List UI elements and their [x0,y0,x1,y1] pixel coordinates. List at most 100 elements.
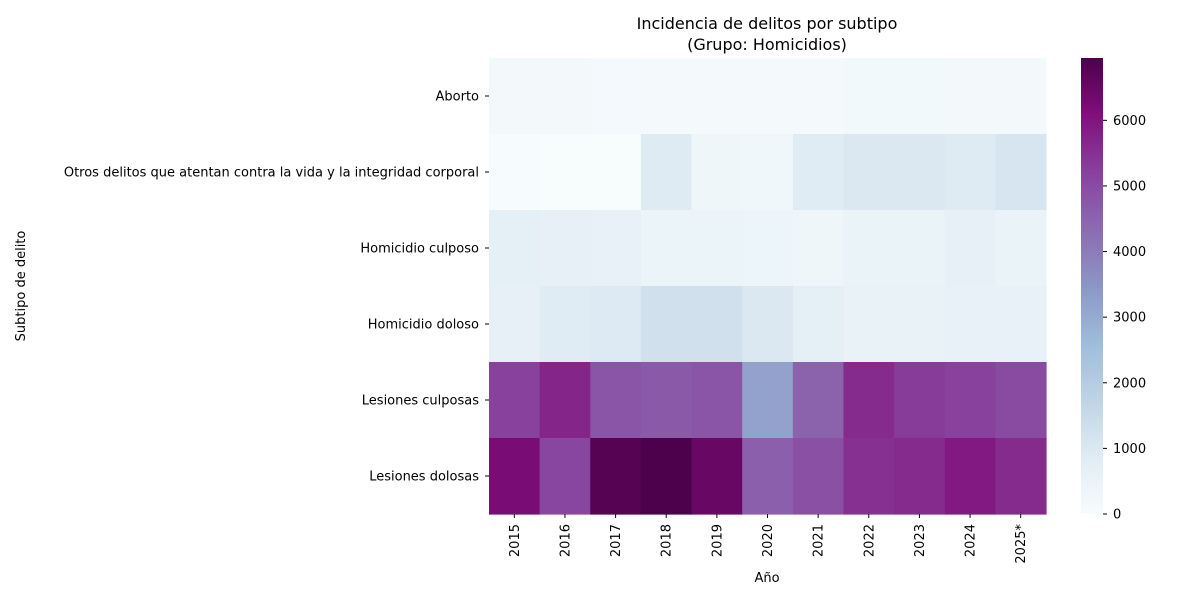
heatmap-cell [944,438,996,515]
heatmap-cell [792,362,845,439]
heatmap-cell [894,210,946,287]
x-tick-label: 2015 [508,524,523,557]
y-axis-label: Subtipo de delito [14,231,29,342]
heatmap-cell [894,58,946,135]
heatmap-cell [489,438,541,515]
y-tick-label: Homicidio doloso [368,318,479,333]
heatmap-cells [489,58,1047,515]
heatmap-cell [742,438,794,515]
heatmap-cell [843,134,895,211]
x-tick-label: 2018 [660,524,675,557]
colorbar-tick-label: 1000 [1113,442,1146,457]
heatmap-cell [995,362,1047,439]
heatmap-cell [539,286,591,363]
heatmap-cell [843,362,895,439]
heatmap-cell [995,134,1047,211]
heatmap-cell [590,134,642,211]
heatmap-cell [691,438,743,515]
x-tick-label: 2024 [964,524,979,557]
heatmap-cell [843,438,895,515]
heatmap-cell [640,134,693,211]
heatmap-cell [691,362,743,439]
heatmap-cell [944,210,996,287]
x-tick-label: 2017 [609,524,624,557]
x-tick-label: 2023 [913,524,928,557]
heatmap-cell [539,134,591,211]
y-axis: Aborto Otros delitos que atentan contra l… [64,90,489,485]
heatmap-cell [742,286,794,363]
x-tick-label: 2020 [761,524,776,557]
colorbar-tick-label: 0 [1113,508,1121,523]
heatmap-cell [792,58,845,135]
heatmap-cell [489,58,541,135]
x-tick-label: 2022 [862,524,877,557]
heatmap-cell [843,58,895,135]
heatmap-cell [590,362,642,439]
heatmap-cell [792,438,845,515]
heatmap-cell [640,58,693,135]
heatmap-cell [590,438,642,515]
heatmap-cell [995,286,1047,363]
heatmap-cell [843,286,895,363]
heatmap-cell [995,58,1047,135]
heatmap-cell [590,210,642,287]
heatmap-cell [539,58,591,135]
heatmap-cell [944,58,996,135]
heatmap-cell [691,210,743,287]
heatmap-cell [539,210,591,287]
colorbar-tick-label: 2000 [1113,376,1146,391]
heatmap-cell [691,134,743,211]
y-tick-label: Aborto [436,90,480,105]
x-tick-label: 2025* [1014,524,1029,564]
heatmap-cell [640,210,693,287]
y-tick-label: Otros delitos que atentan contra la vida… [64,166,479,181]
heatmap-cell [944,286,996,363]
heatmap-cell [640,362,693,439]
heatmap-cell [640,438,693,515]
x-tick-label: 2016 [558,524,573,557]
colorbar-tick-label: 3000 [1113,311,1146,326]
heatmap-cell [539,438,591,515]
x-axis: 2015 2016 2017 2018 2019 2020 2021 2022 2023 2024… [508,514,1029,564]
heatmap-cell [944,134,996,211]
heatmap-cell [590,286,642,363]
heatmap-cell [489,286,541,363]
heatmap-cell [843,210,895,287]
colorbar-tick-label: 6000 [1113,114,1146,129]
heatmap-cell [792,210,845,287]
chart-title: Incidencia de delitos por subtipo [637,14,898,33]
x-tick-label: 2021 [812,524,827,557]
y-tick-label: Homicidio culposo [360,242,479,257]
colorbar-tick-label: 4000 [1113,245,1146,260]
heatmap-cell [894,286,946,363]
heatmap-cell [944,362,996,439]
heatmap-cell [590,58,642,135]
chart-subtitle: (Grupo: Homicidios) [687,35,847,54]
heatmap-cell [742,210,794,287]
heatmap-cell [792,134,845,211]
x-tick-label: 2019 [710,524,725,557]
heatmap-cell [742,58,794,135]
heatmap-cell [489,134,541,211]
colorbar-ticks: 0 1000 2000 3000 4000 5000 6000 [1103,114,1146,523]
heatmap-cell [995,210,1047,287]
y-tick-label: Lesiones culposas [362,394,479,409]
heatmap-cell [742,134,794,211]
heatmap-cell [539,362,591,439]
colorbar [1081,58,1103,514]
heatmap-cell [640,286,693,363]
colorbar-tick-label: 5000 [1113,179,1146,194]
heatmap-cell [894,134,946,211]
heatmap-cell [894,438,946,515]
heatmap-cell [489,362,541,439]
heatmap-cell [894,362,946,439]
y-tick-label: Lesiones dolosas [369,470,479,485]
heatmap-cell [792,286,845,363]
heatmap-cell [742,362,794,439]
heatmap-cell [691,286,743,363]
heatmap-cell [995,438,1047,515]
x-axis-label: Año [754,571,779,586]
heatmap-cell [489,210,541,287]
heatmap-cell [691,58,743,135]
